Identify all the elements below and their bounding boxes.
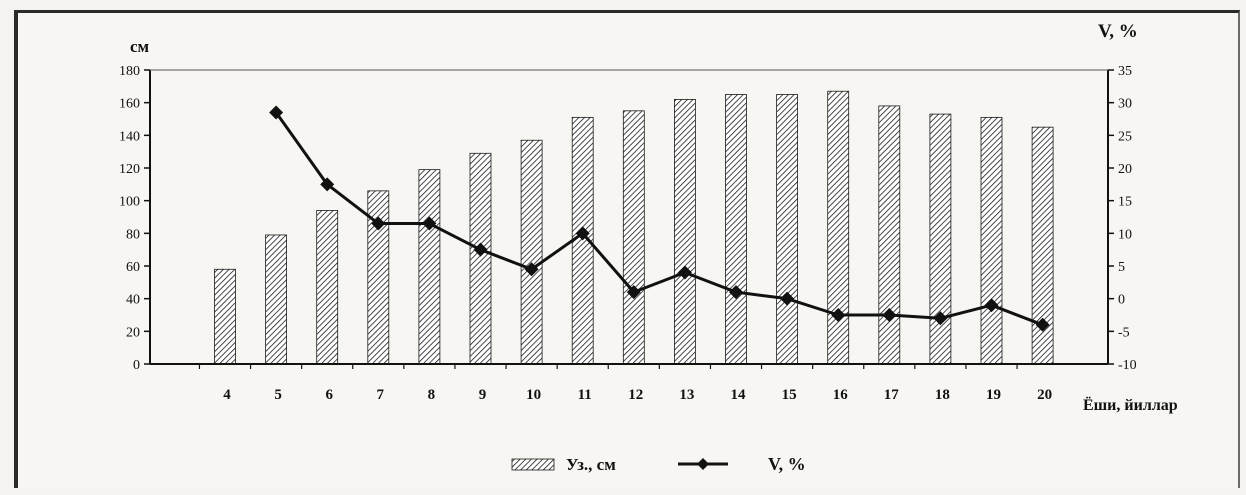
right-tick-label: 20 xyxy=(1118,162,1132,177)
right-tick-label: 10 xyxy=(1118,227,1132,242)
left-axis-ticks: 0 20 40 60 80 100 120 140 160 180 xyxy=(119,64,150,373)
line-point xyxy=(575,226,590,241)
x-tick-label: 4 xyxy=(223,387,231,403)
line-point xyxy=(780,291,795,306)
left-tick-label: 80 xyxy=(126,227,140,242)
right-axis-ticks: -10 -5 0 5 10 15 20 25 30 35 xyxy=(1108,64,1137,373)
bar xyxy=(980,116,1003,365)
x-tick-label: 16 xyxy=(833,387,849,403)
line-point xyxy=(422,216,437,231)
left-tick-label: 100 xyxy=(119,195,140,210)
right-tick-label: 25 xyxy=(1118,129,1132,144)
x-tick-label: 5 xyxy=(274,387,282,403)
left-tick-label: 60 xyxy=(126,260,140,275)
line-point xyxy=(882,308,897,322)
bar xyxy=(878,105,901,365)
line-point xyxy=(524,262,539,277)
line-point xyxy=(831,308,846,322)
bar xyxy=(469,152,492,365)
line-point xyxy=(984,298,999,313)
x-tick-label: 15 xyxy=(782,387,797,403)
left-tick-label: 160 xyxy=(119,97,140,112)
left-tick-label: 120 xyxy=(119,162,140,177)
right-tick-label: -10 xyxy=(1118,358,1137,373)
right-tick-label: 0 xyxy=(1118,293,1125,308)
x-tick-label: 7 xyxy=(377,387,385,403)
legend: Уз., см V, % xyxy=(511,454,806,474)
right-tick-label: 35 xyxy=(1118,64,1132,79)
bar xyxy=(827,90,850,365)
x-axis-ticks: 4 5 6 7 8 9 10 11 12 13 14 15 16 17 18 19 20 xyxy=(198,364,1052,403)
line-point xyxy=(473,242,488,257)
bar xyxy=(265,234,288,365)
x-tick-label: 12 xyxy=(628,387,643,403)
x-tick-label: 17 xyxy=(884,387,900,403)
line-path xyxy=(274,111,1044,327)
line-point xyxy=(626,285,641,300)
line-point xyxy=(933,311,948,326)
x-tick-label: 8 xyxy=(428,387,436,403)
bar xyxy=(316,210,339,365)
line-point xyxy=(677,265,692,280)
bar xyxy=(725,94,747,365)
legend-line-marker xyxy=(697,458,709,470)
bar xyxy=(776,94,798,365)
legend-bar-label: Уз., см xyxy=(566,455,616,474)
x-tick-label: 9 xyxy=(479,387,487,403)
bar xyxy=(418,169,441,365)
line-series xyxy=(269,105,1050,332)
right-tick-label: 15 xyxy=(1118,195,1132,210)
x-tick-label: 20 xyxy=(1037,387,1052,403)
line-point xyxy=(729,285,743,300)
bar xyxy=(214,268,236,365)
legend-line-label: V, % xyxy=(768,454,806,474)
bar xyxy=(622,110,645,365)
right-tick-label: 5 xyxy=(1118,260,1125,275)
right-tick-label: 30 xyxy=(1118,97,1132,112)
left-tick-label: 140 xyxy=(119,129,140,144)
x-tick-label: 18 xyxy=(935,387,950,403)
x-tick-label: 13 xyxy=(679,387,694,403)
x-tick-label: 19 xyxy=(986,387,1001,403)
x-tick-label: 14 xyxy=(731,387,747,403)
line-point xyxy=(1035,317,1050,332)
left-tick-label: 0 xyxy=(133,358,140,373)
left-tick-label: 180 xyxy=(119,64,140,79)
left-tick-label: 40 xyxy=(126,293,140,308)
line-point xyxy=(320,177,335,192)
right-axis-title: V, % xyxy=(1098,21,1138,42)
x-tick-label: 10 xyxy=(526,387,541,403)
bar xyxy=(929,113,952,365)
right-tick-label: -5 xyxy=(1118,325,1130,340)
left-tick-label: 20 xyxy=(126,325,140,340)
line-point xyxy=(371,216,386,231)
x-axis-title: Ёши, йиллар xyxy=(1083,396,1178,414)
left-axis-title: см xyxy=(130,37,150,56)
x-tick-label: 6 xyxy=(325,387,333,403)
bar xyxy=(520,139,543,365)
legend-bar-swatch xyxy=(511,458,555,471)
bar-series xyxy=(214,90,1054,365)
line-point xyxy=(269,105,284,120)
x-tick-label: 11 xyxy=(578,387,592,403)
bar xyxy=(674,99,696,365)
